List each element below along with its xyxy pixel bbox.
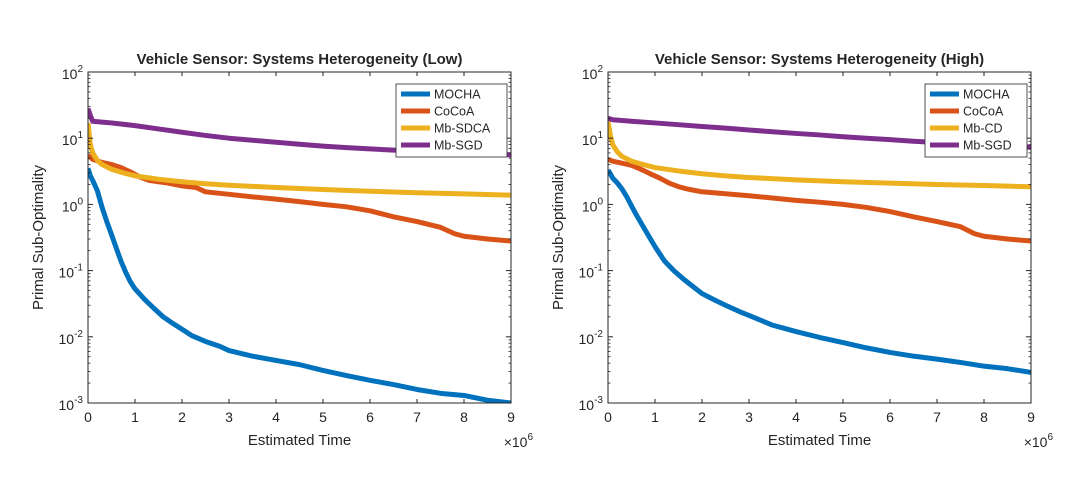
x-axis-exponent: ×106 (504, 432, 534, 450)
x-tick-label: 3 (225, 409, 233, 425)
series-line-mocha (88, 167, 511, 403)
legend-label: Mb-SGD (963, 139, 1012, 153)
y-axis-label: Primal Sub-Optimality (30, 164, 47, 310)
x-tick-label: 2 (178, 409, 186, 425)
series-line-mocha (608, 168, 1031, 375)
x-axis-label: Estimated Time (248, 432, 351, 449)
series-line-cocoa (88, 153, 511, 244)
x-tick-label: 6 (886, 409, 894, 425)
legend: MOCHA CoCoA Mb-CD Mb-SGD (924, 83, 1028, 158)
x-tick-label: 1 (131, 409, 139, 425)
x-tick-label: 8 (460, 409, 468, 425)
x-axis-label: Estimated Time (768, 432, 871, 449)
x-tick-label: 5 (839, 409, 847, 425)
y-tick-label: 102 (62, 64, 84, 82)
y-tick-label: 10-3 (59, 395, 84, 413)
chart-panel-1: 0 1 2 3 4 5 6 7 8 9 10-3 10-2 10-1 100 101 102 Vehicle S… (30, 51, 533, 450)
y-tick-label: 102 (582, 64, 604, 82)
x-axis-exponent: ×106 (1024, 432, 1054, 450)
x-tick-label: 9 (1027, 409, 1035, 425)
legend-label: MOCHA (963, 88, 1010, 102)
x-tick-label: 4 (792, 409, 800, 425)
x-tick-label: 4 (272, 409, 280, 425)
x-tick-label: 8 (980, 409, 988, 425)
series-line-mb-cd (608, 120, 1031, 190)
x-tick-label: 5 (319, 409, 327, 425)
x-tick-label: 1 (651, 409, 659, 425)
series-line-mb-sdca (88, 122, 511, 198)
y-tick-label: 100 (582, 196, 604, 214)
y-tick-label: 101 (582, 130, 604, 148)
y-tick-label: 100 (62, 196, 84, 214)
series-group (88, 107, 511, 403)
x-tick-label: 7 (933, 409, 941, 425)
y-tick-label: 10-3 (579, 395, 604, 413)
x-tick-label: 0 (84, 409, 92, 425)
x-tick-label: 2 (698, 409, 706, 425)
chart-title: Vehicle Sensor: Systems Heterogeneity (H… (655, 51, 984, 68)
series-group (608, 115, 1031, 375)
x-tick-label: 0 (604, 409, 612, 425)
legend-label: CoCoA (963, 105, 1004, 119)
chart-title: Vehicle Sensor: Systems Heterogeneity (L… (137, 51, 463, 68)
legend: MOCHA CoCoA Mb-SDCA Mb-SGD (395, 83, 508, 158)
y-tick-label: 10-1 (579, 263, 604, 281)
y-tick-label: 10-2 (579, 329, 604, 347)
x-tick-label: 3 (745, 409, 753, 425)
y-tick-label: 10-2 (59, 329, 84, 347)
x-tick-label: 9 (507, 409, 515, 425)
x-tick-label: 7 (413, 409, 421, 425)
y-tick-label: 101 (62, 130, 84, 148)
series-line-cocoa (608, 156, 1031, 244)
axes-box (87, 71, 512, 404)
legend-label: MOCHA (434, 88, 481, 102)
y-tick-label: 10-1 (59, 263, 84, 281)
chart-panel-2: 0 1 2 3 4 5 6 7 8 9 10-3 10-2 10-1 100 101 102 Vehicle S… (550, 51, 1053, 450)
y-axis-label: Primal Sub-Optimality (550, 164, 567, 310)
legend-label: CoCoA (434, 105, 475, 119)
legend-label: Mb-CD (963, 122, 1003, 136)
legend-label: Mb-SGD (434, 139, 483, 153)
legend-label: Mb-SDCA (434, 122, 491, 136)
axes-box (607, 71, 1032, 404)
x-tick-label: 6 (366, 409, 374, 425)
